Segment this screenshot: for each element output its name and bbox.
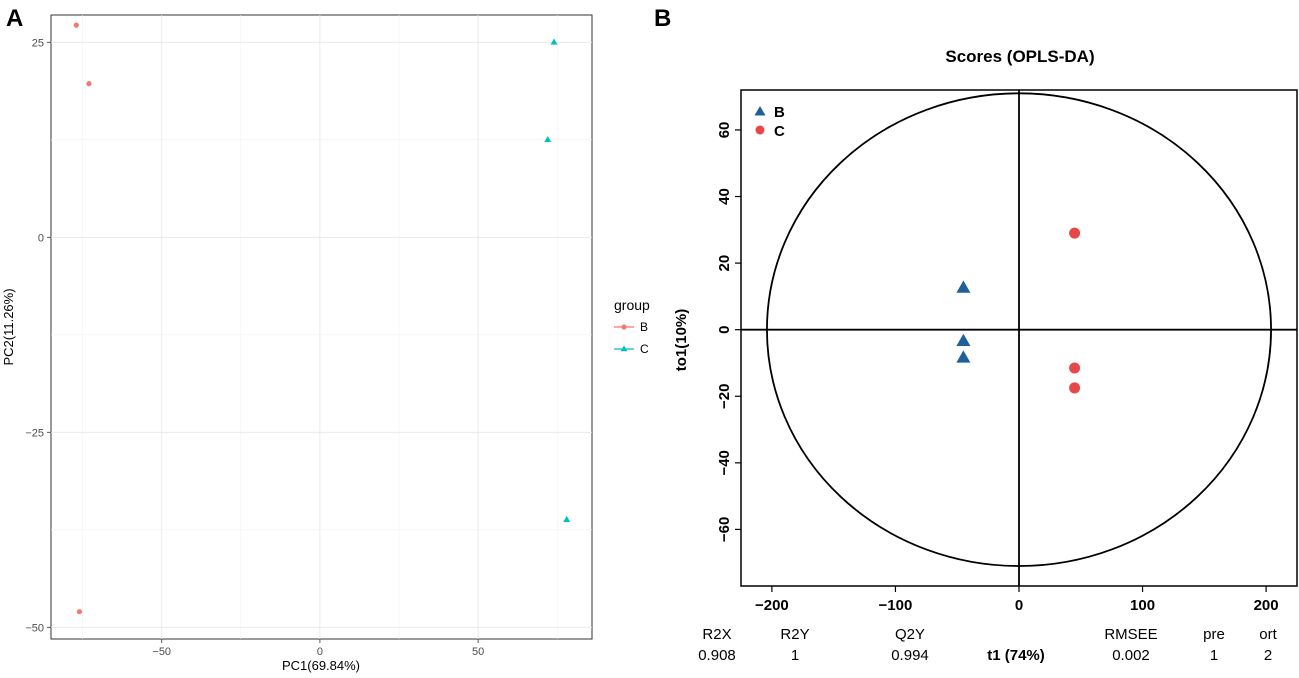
point-c bbox=[544, 136, 552, 143]
plot-a-points bbox=[73, 22, 571, 615]
legend-a-c-label: C bbox=[640, 342, 649, 356]
stat-header-r2y: R2Y bbox=[780, 626, 809, 643]
stat-header-pre: pre bbox=[1203, 626, 1225, 643]
panel-label-b: B bbox=[654, 5, 671, 32]
opls-da-score-plot: Scores (OPLS-DA) −200 −100 0 100 2006040200−… bbox=[673, 47, 1298, 664]
point-b bbox=[76, 609, 83, 615]
plot-a-ticks: −50 0 50 25 0 −25 −50 bbox=[25, 37, 484, 658]
point-c bbox=[1069, 382, 1081, 394]
stat-value-q2y: 0.994 bbox=[891, 647, 929, 664]
point-b bbox=[956, 280, 971, 293]
y-tick-label: 0 bbox=[38, 232, 44, 244]
legend-b-c-label: C bbox=[774, 123, 785, 140]
plot-a-grid bbox=[51, 15, 592, 639]
stat-value-ort: 2 bbox=[1264, 647, 1272, 664]
legend-a-title: group bbox=[614, 297, 650, 313]
plot-a-y-axis-label: PC2(11.26%) bbox=[1, 288, 16, 365]
x-tick-label: 50 bbox=[472, 646, 484, 658]
stat-value-pre: 1 bbox=[1210, 647, 1218, 664]
plot-b-x-axis-label: t1 (74%) bbox=[987, 647, 1045, 664]
legend-a-b-marker bbox=[621, 324, 627, 330]
point-b bbox=[956, 350, 971, 363]
point-b bbox=[73, 22, 79, 28]
y-tick-label: −20 bbox=[716, 384, 733, 409]
y-tick-label: 25 bbox=[32, 37, 44, 49]
stat-value-r2x: 0.908 bbox=[698, 647, 736, 664]
plot-a-legend: group B C bbox=[614, 297, 650, 356]
y-tick-label: −25 bbox=[25, 427, 44, 439]
stat-header-q2y: Q2Y bbox=[895, 626, 925, 643]
x-tick-label: −200 bbox=[755, 597, 789, 614]
y-tick-label: −60 bbox=[716, 517, 733, 542]
point-c bbox=[550, 38, 558, 45]
point-c bbox=[1069, 227, 1081, 239]
x-tick-label: 0 bbox=[1015, 597, 1023, 614]
point-c bbox=[1069, 362, 1081, 374]
plot-b-title: Scores (OPLS-DA) bbox=[945, 47, 1094, 66]
y-tick-label: −40 bbox=[716, 450, 733, 475]
plot-a-x-axis-label: PC1(69.84%) bbox=[282, 658, 360, 673]
x-tick-label: −100 bbox=[879, 597, 913, 614]
x-tick-label: −50 bbox=[152, 646, 171, 658]
plot-b-points bbox=[956, 227, 1081, 394]
plot-b-legend: B C bbox=[754, 104, 785, 140]
panel-label-a: A bbox=[6, 5, 23, 32]
plot-a-frame bbox=[50, 14, 593, 640]
legend-b-b-label: B bbox=[774, 104, 785, 121]
legend-b-b-marker bbox=[754, 106, 766, 116]
point-b bbox=[956, 333, 971, 346]
x-tick-label: 0 bbox=[317, 646, 323, 658]
stat-value-rmsee: 0.002 bbox=[1112, 647, 1150, 664]
point-b bbox=[86, 81, 92, 87]
y-tick-label: −50 bbox=[25, 622, 44, 634]
y-tick-label: 60 bbox=[716, 122, 733, 139]
y-tick-label: 0 bbox=[716, 326, 733, 334]
y-tick-label: 20 bbox=[716, 255, 733, 272]
y-tick-label: 40 bbox=[716, 188, 733, 205]
stat-header-rmsee: RMSEE bbox=[1104, 626, 1157, 643]
model-statistics: R2X 0.908 R2Y 1 Q2Y 0.994 RMSEE 0.002 pr… bbox=[698, 626, 1277, 664]
stat-value-r2y: 1 bbox=[791, 647, 799, 664]
stat-header-ort: ort bbox=[1259, 626, 1277, 643]
x-tick-label: 200 bbox=[1254, 597, 1279, 614]
stat-header-r2x: R2X bbox=[702, 626, 731, 643]
point-c bbox=[563, 515, 571, 522]
legend-a-b-label: B bbox=[640, 320, 648, 334]
x-tick-label: 100 bbox=[1130, 597, 1155, 614]
legend-b-c-marker bbox=[755, 125, 765, 135]
plot-b-y-axis-label: to1(10%) bbox=[673, 309, 690, 372]
legend-a-c-marker bbox=[620, 345, 628, 352]
